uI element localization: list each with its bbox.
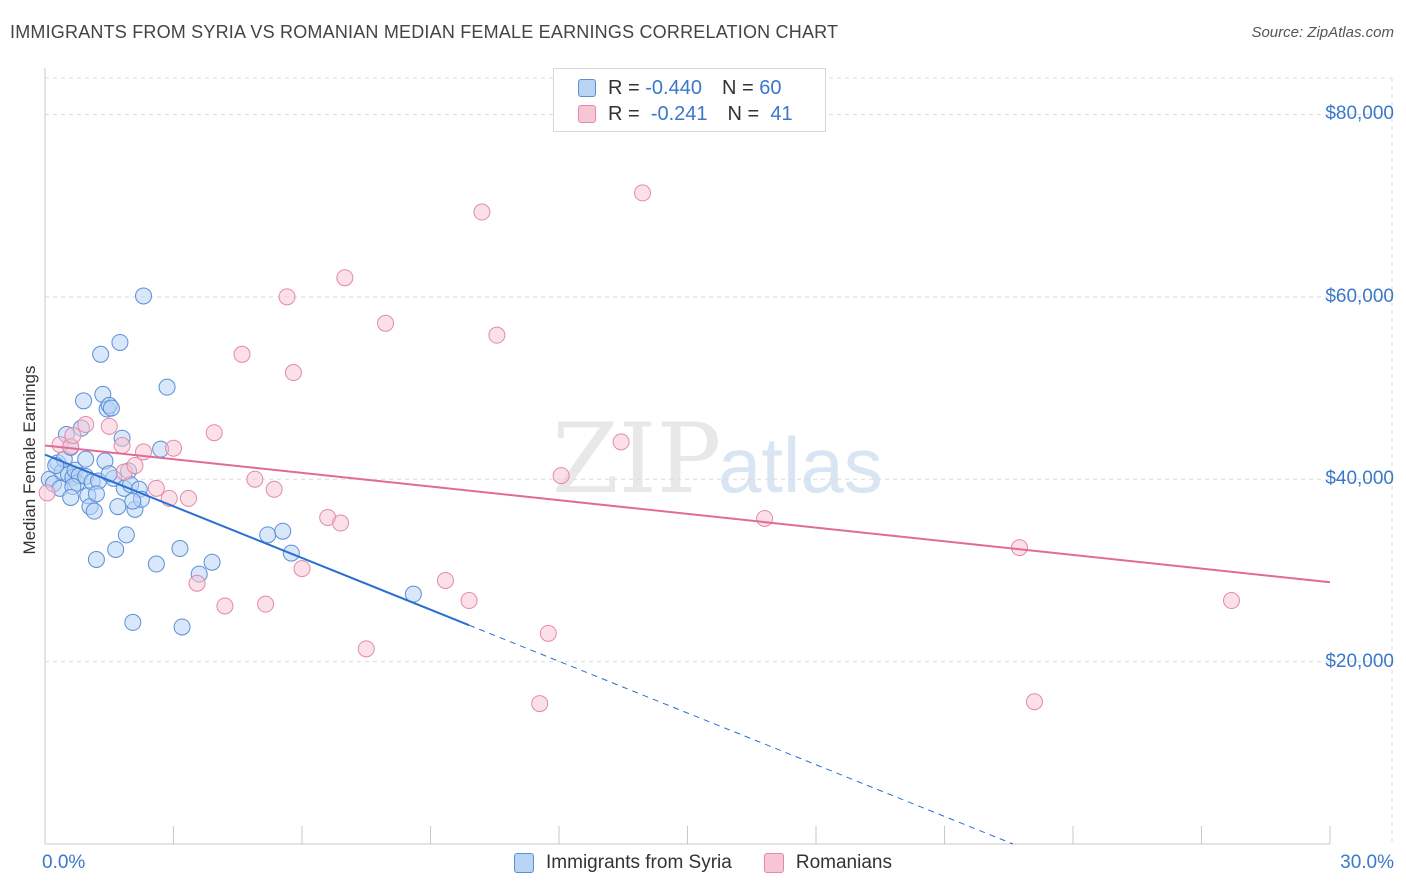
data-point-romanians bbox=[488, 326, 506, 344]
bottom-legend: Immigrants from Syria Romanians bbox=[0, 852, 1406, 874]
data-point-syria bbox=[92, 345, 110, 363]
chart-title: IMMIGRANTS FROM SYRIA VS ROMANIAN MEDIAN… bbox=[10, 22, 839, 42]
data-point-syria bbox=[77, 450, 95, 468]
data-point-romanians bbox=[336, 269, 354, 287]
data-point-syria bbox=[259, 526, 277, 544]
x-tick-min: 0.0% bbox=[42, 852, 86, 873]
stats-row-syria: R = -0.440 N = 60 bbox=[578, 76, 781, 100]
watermark-zip: ZIP bbox=[552, 403, 721, 515]
data-point-syria bbox=[124, 492, 142, 510]
data-point-romanians bbox=[257, 595, 275, 613]
data-point-romanians bbox=[233, 345, 251, 363]
r-value-syria: -0.440 bbox=[645, 76, 702, 99]
data-point-romanians bbox=[612, 433, 630, 451]
data-point-romanians bbox=[246, 470, 264, 488]
data-point-romanians bbox=[284, 364, 302, 382]
data-point-romanians bbox=[38, 484, 56, 502]
data-point-syria bbox=[102, 399, 120, 417]
data-point-syria bbox=[109, 498, 127, 516]
data-point-romanians bbox=[552, 467, 570, 485]
n-label: N = bbox=[727, 102, 760, 125]
axes bbox=[44, 68, 1331, 845]
data-point-romanians bbox=[1025, 693, 1043, 711]
legend-label-syria: Immigrants from Syria bbox=[546, 852, 732, 873]
y-tick-label: $20,000 bbox=[1325, 650, 1394, 672]
data-point-romanians bbox=[179, 489, 197, 507]
trend-lines bbox=[44, 444, 1331, 845]
y-tick-label: $80,000 bbox=[1325, 103, 1394, 125]
data-point-romanians bbox=[64, 426, 82, 444]
data-point-romanians bbox=[756, 509, 774, 527]
data-point-syria bbox=[117, 526, 135, 544]
swatch-romanians bbox=[578, 105, 596, 123]
data-point-romanians bbox=[278, 288, 296, 306]
stats-row-romanians: R = -0.241 N = 41 bbox=[578, 102, 793, 126]
data-point-romanians bbox=[531, 695, 549, 713]
series-romanians bbox=[38, 184, 1240, 713]
data-point-romanians bbox=[165, 439, 182, 457]
data-point-romanians bbox=[539, 624, 557, 642]
data-point-romanians bbox=[634, 184, 652, 202]
r-label: R = bbox=[608, 102, 640, 125]
data-point-syria bbox=[124, 613, 142, 631]
watermark-atlas: atlas bbox=[718, 421, 883, 509]
data-point-romanians bbox=[126, 457, 144, 475]
trend-line-romanians bbox=[44, 444, 1331, 584]
legend-swatch-syria bbox=[514, 853, 535, 873]
data-point-syria bbox=[158, 378, 176, 396]
data-point-syria bbox=[173, 618, 191, 636]
data-point-syria bbox=[75, 392, 93, 410]
n-value-syria: 60 bbox=[759, 76, 782, 99]
r-label: R = bbox=[608, 76, 640, 99]
data-point-romanians bbox=[460, 592, 478, 610]
n-value-romanians: 41 bbox=[770, 102, 793, 125]
data-point-syria bbox=[87, 485, 105, 503]
data-point-romanians bbox=[1222, 592, 1240, 610]
trend-line-syria bbox=[44, 453, 470, 627]
data-point-syria bbox=[107, 540, 125, 558]
data-point-romanians bbox=[473, 203, 491, 221]
data-point-romanians bbox=[188, 574, 206, 592]
y-tick-label: $60,000 bbox=[1325, 285, 1394, 307]
trend-line-syria-extension bbox=[468, 624, 1014, 845]
legend-item-syria[interactable]: Immigrants from Syria bbox=[514, 852, 732, 874]
legend-swatch-romanians bbox=[763, 853, 784, 873]
swatch-syria bbox=[578, 79, 596, 97]
r-value-romanians: -0.241 bbox=[650, 102, 708, 125]
data-point-syria bbox=[87, 550, 105, 568]
n-label: N = bbox=[721, 76, 754, 99]
legend-item-romanians[interactable]: Romanians bbox=[763, 852, 892, 874]
data-point-romanians bbox=[147, 479, 165, 497]
data-point-romanians bbox=[113, 436, 131, 454]
data-point-syria bbox=[147, 555, 165, 573]
data-point-syria bbox=[203, 553, 221, 571]
data-point-syria bbox=[100, 465, 118, 483]
legend-label-romanians: Romanians bbox=[795, 852, 892, 873]
source-label: Source: ZipAtlas.com bbox=[1251, 24, 1394, 41]
data-point-romanians bbox=[100, 417, 118, 435]
data-point-syria bbox=[274, 522, 292, 540]
data-point-syria bbox=[85, 502, 103, 520]
data-point-romanians bbox=[332, 514, 350, 532]
data-point-romanians bbox=[436, 571, 454, 589]
data-point-syria bbox=[62, 488, 80, 506]
data-point-romanians bbox=[293, 560, 311, 578]
data-point-syria bbox=[135, 287, 153, 305]
data-point-syria bbox=[111, 333, 129, 351]
data-point-romanians bbox=[265, 480, 283, 498]
y-tick-label: $40,000 bbox=[1325, 468, 1394, 490]
stats-legend: R = -0.440 N = 60 R = -0.241 N = 41 bbox=[553, 68, 826, 132]
data-point-romanians bbox=[377, 314, 395, 332]
x-tick-max: 30.0% bbox=[1340, 852, 1394, 873]
data-point-romanians bbox=[205, 424, 223, 442]
data-point-syria bbox=[171, 540, 189, 558]
data-point-romanians bbox=[216, 597, 234, 615]
data-point-romanians bbox=[77, 416, 95, 434]
data-point-romanians bbox=[357, 640, 375, 658]
